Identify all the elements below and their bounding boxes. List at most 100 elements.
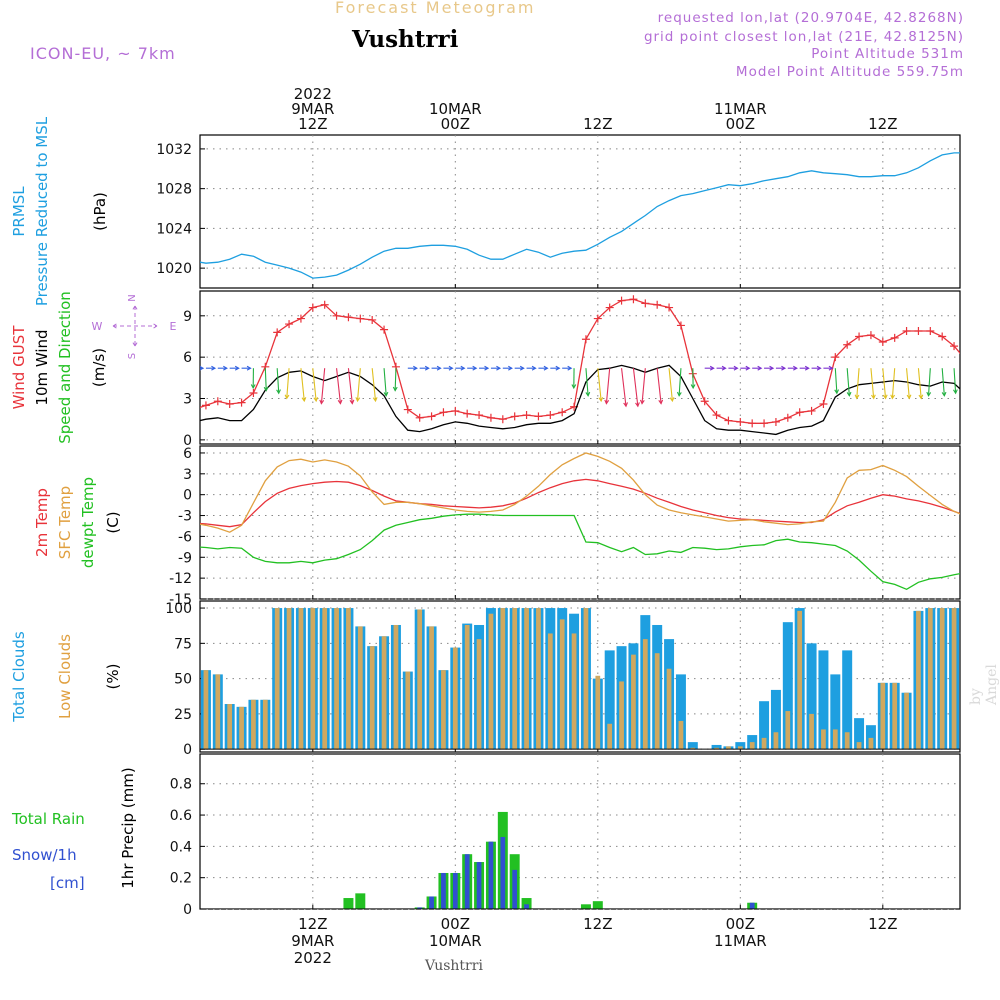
clouds-bar-total [735,742,746,750]
precip-bar-second [452,872,458,909]
wind-arrow-head [871,394,876,400]
wind-series-0-marker [546,411,555,420]
wind-arrow-head [953,389,958,395]
clouds-bar-second [524,608,529,750]
wind-series-0-marker [736,417,745,426]
clouds-bar-second [500,608,506,750]
wind-arrow [906,368,910,399]
clouds-bar-second [322,608,328,750]
clouds-bar-second [595,675,601,750]
clouds-bar-second [951,608,957,750]
wind-ylabel: 10m Wind [33,329,51,405]
clouds-bar-second [262,699,268,750]
bottom-time-label: 11MAR [714,932,767,950]
wind-arrow [621,368,627,407]
wind-series-0-marker [237,398,246,407]
clouds-bar-second [346,608,351,750]
wind-arrow [953,368,957,394]
clouds-bar-second [726,746,731,750]
precip-axis-label: 1hr Precip (mm) [119,767,137,888]
wind-arrow-head [834,389,840,395]
clouds-bar-total [782,622,793,750]
clouds-bar-second [334,608,339,750]
wind-arrow-head [263,386,269,392]
temp-series-0-line [200,478,960,528]
clouds-ytick-label: 50 [174,672,192,688]
clouds-bar-total [604,650,615,750]
pressure-ylabel: PRMSL [10,186,28,237]
wind-arrow-head [372,397,378,403]
wind-arrow-head [598,397,604,403]
clouds-bar-second [868,737,874,750]
precip-bar-total [580,904,591,909]
pressure-data [200,152,960,279]
clouds-bar-second [844,732,850,750]
clouds-bar-second [690,747,696,750]
clouds-bar-total [747,735,758,750]
wind-series-0-marker [213,397,222,406]
wind-arrow-head [676,391,682,397]
clouds-bar-total [711,744,722,750]
wind-arrow [320,368,326,404]
wind-arrow [347,368,353,404]
wind-series-1-line [200,364,960,436]
wind-series-0-marker [486,413,495,422]
clouds-bar-total [759,701,770,750]
precip-rain-label: Total Rain [11,810,85,828]
clouds-bar-second [773,732,779,750]
clouds-bar-second [987,608,992,749]
wind-series-0-marker [819,400,828,409]
wind-arrow-head [200,365,205,371]
temp-ytick-label: -9 [178,550,192,566]
wind-ytick-label: 0 [183,433,192,449]
wind-arrow [597,368,602,402]
pressure-ytick-label: 1028 [156,182,192,198]
wind-arrow-head [828,365,834,371]
wind-arrow-head [413,365,418,371]
clouds-bar-second [476,639,482,750]
clouds-bar-second [298,608,304,750]
clouds-bar-second [571,633,577,750]
wind-arrow-head [658,399,664,405]
wind-series-0-marker [855,332,864,341]
wind-arrow [656,368,662,404]
clouds-bar-second [904,692,909,750]
wind-series-0-marker [878,338,887,346]
model-point-altitude: Model Point Altitude 559.75m [735,64,964,80]
clouds-bar-second [547,633,553,750]
wind-arrow-head [531,365,537,371]
clouds-bar-second [714,747,719,750]
clouds-bar-second [678,720,684,750]
wind-series-0-marker [475,411,484,420]
pressure-panel: 1020 1024 1028 1032 PRMSL Pressure Reduced to… [10,116,961,306]
temp-ytick-label: 3 [183,467,192,483]
wind-arrow-head [555,365,561,371]
clouds-bar-second [251,699,256,750]
wind-arrow-head [460,365,466,371]
wind-arrow-head [472,365,478,371]
precip-data [200,811,960,909]
wind-arrow [870,368,875,399]
wind-series-0-marker [748,419,757,428]
wind-series-0-marker [831,353,840,362]
wind-arrow-head [234,365,240,371]
clouds-bar-second [642,639,648,750]
wind-arrow-head [223,365,228,371]
clouds-ytick-label: 25 [174,707,192,723]
clouds-bar-total [842,650,853,750]
clouds-bar-second [429,626,434,750]
wind-arrow [834,368,838,394]
wind-series-0-marker [926,326,935,335]
wind-arrow-head [941,391,947,397]
precip-bar-second [441,872,446,909]
wind-arrow-head [721,365,727,371]
wind-arrow-head [669,397,675,403]
bottom-time-label: 12Z [583,915,612,933]
wind-series-0-marker [617,296,626,305]
wind-series-0-marker [724,416,733,425]
clouds-bar-second [381,636,387,750]
wind-series-0-marker [950,342,959,351]
top-time-label: 00Z [726,115,755,133]
wind-series-0-marker [225,400,234,409]
